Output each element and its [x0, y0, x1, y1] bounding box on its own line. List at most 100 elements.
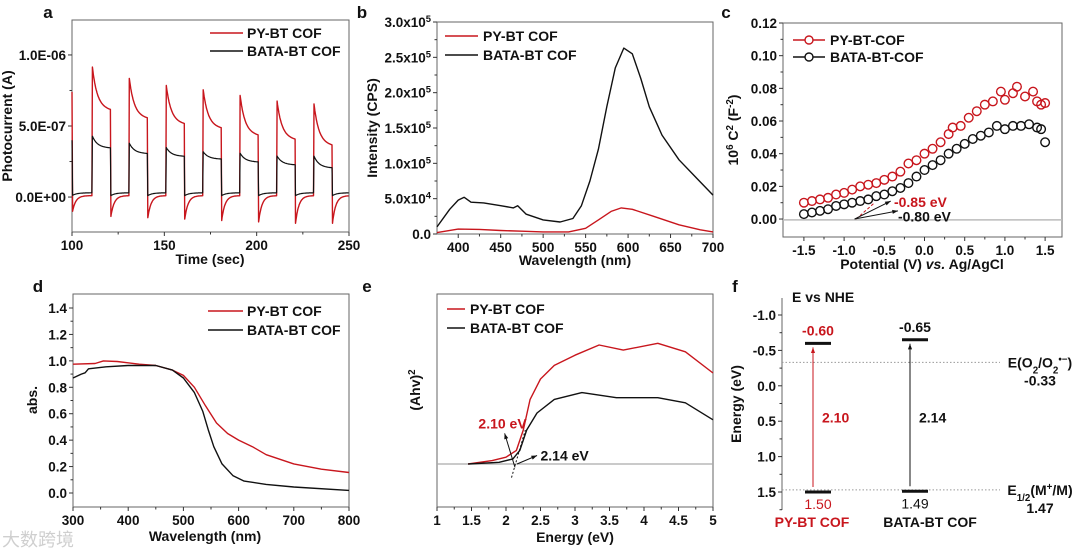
- y-tick-label: 0.0: [412, 227, 431, 242]
- data-point: [943, 148, 954, 159]
- y-tick-label: 0.8: [48, 380, 67, 395]
- text-part: C: [725, 130, 741, 144]
- x-tick-label: 3.5: [600, 513, 619, 528]
- material-label: BATA-BT COF: [883, 514, 977, 530]
- material-label: PY-BT COF: [775, 514, 850, 530]
- data-point: [975, 130, 986, 141]
- data-point: [911, 171, 922, 182]
- data-point: [863, 194, 874, 205]
- text-part: 2: [407, 369, 418, 375]
- panel-letter-a: a: [43, 3, 53, 22]
- extrapolation-line-red: [855, 202, 875, 220]
- band-gap-arrow-head: [810, 347, 816, 353]
- reference-value: -0.33: [1024, 372, 1056, 388]
- text-part: 3.0x10: [384, 15, 425, 30]
- text-part: 10: [725, 150, 741, 166]
- y-axis-title: (Ahv)2: [407, 369, 424, 411]
- y-tick-label: 2.0x105: [384, 84, 431, 101]
- panel-c-frame: [782, 22, 1063, 238]
- data-point: [967, 133, 978, 144]
- x-tick-label: 150: [153, 238, 176, 253]
- text-part: 2.5x10: [384, 50, 425, 65]
- watermark: 大数跨境: [2, 530, 74, 549]
- band-gap-label: 2.14: [919, 410, 946, 426]
- data-point: [879, 189, 890, 200]
- x-tick-label: 1.5: [1036, 243, 1055, 258]
- text-part: 2.0x10: [384, 86, 425, 101]
- band-gap-arrow-head: [907, 343, 913, 350]
- legend-label: PY-BT-COF: [830, 32, 905, 48]
- data-point: [995, 86, 1006, 97]
- band-gap-label: 2.10: [822, 410, 849, 426]
- y-tick-label: 0.5: [757, 414, 776, 429]
- x-tick-label: 1.0: [996, 243, 1015, 258]
- data-point: [919, 165, 930, 176]
- data-point: [1040, 137, 1051, 148]
- legend-marker: [804, 52, 814, 62]
- y-tick-label: 5.0x104: [384, 190, 431, 207]
- text-part: 5: [426, 155, 431, 166]
- x-tick-label: 4: [640, 513, 648, 528]
- chart-title: E vs NHE: [792, 289, 854, 305]
- data-point: [895, 182, 906, 193]
- tangent-line: [511, 429, 526, 478]
- data-point: [823, 192, 834, 203]
- y-tick-label: 0.0E+00: [15, 190, 66, 205]
- text-part: -2: [725, 99, 736, 108]
- text-part: •−: [1058, 354, 1067, 365]
- data-point: [871, 178, 882, 189]
- x-tick-label: 400: [117, 513, 140, 528]
- legend-label: BATA-BT COF: [247, 322, 341, 338]
- data-point: [1020, 91, 1031, 102]
- annotation-label: -0.85 eV: [894, 194, 948, 210]
- legend-label: PY-BT COF: [483, 28, 558, 44]
- text-part: E(O: [1008, 354, 1033, 370]
- panel-letter-f: f: [732, 277, 738, 296]
- text-part: +: [1047, 481, 1053, 492]
- text-part: ): [1068, 354, 1073, 370]
- text-part: (F: [725, 107, 741, 125]
- y-tick-label: 0.06: [751, 114, 778, 129]
- x-tick-label: 200: [245, 238, 268, 253]
- x-tick-label: 800: [338, 513, 361, 528]
- data-point: [798, 197, 809, 208]
- text-part: 1/2: [1017, 492, 1031, 503]
- legend-label: BATA-BT-COF: [830, 49, 924, 65]
- series-line-py-bt-cof: [72, 360, 350, 474]
- x-tick-label: 500: [172, 513, 195, 528]
- y-tick-label: 3.0x105: [384, 14, 431, 31]
- text-part: /M): [1052, 482, 1072, 498]
- text-part: vs.: [926, 256, 945, 272]
- y-axis-title: Photocurrent (A): [0, 70, 15, 181]
- data-point: [806, 196, 817, 207]
- x-tick-label: 500: [532, 240, 555, 255]
- y-tick-label: 0.2: [48, 460, 67, 475]
- data-point: [1040, 98, 1051, 109]
- text-part: 1.0x10: [384, 156, 425, 171]
- data-point: [951, 143, 962, 154]
- y-tick-label: 0.08: [751, 81, 778, 96]
- reference-label: E1/2(M+/M): [1007, 481, 1072, 503]
- panel-letter-d: d: [33, 277, 43, 296]
- data-point: [855, 196, 866, 207]
- text-part: 5: [426, 14, 431, 25]
- text-part: 5: [426, 84, 431, 95]
- x-tick-label: 550: [574, 240, 597, 255]
- legend-label: PY-BT COF: [470, 301, 545, 317]
- text-part: (Ahv): [407, 375, 423, 411]
- data-point: [871, 191, 882, 202]
- data-point: [959, 138, 970, 149]
- data-point: [895, 166, 906, 177]
- x-axis-title: Wavelength (nm): [149, 528, 261, 544]
- x-axis-title: Time (sec): [176, 251, 245, 267]
- text-part: /O: [1038, 354, 1053, 370]
- x-tick-label: 400: [447, 240, 470, 255]
- y-tick-label: 1.5x105: [384, 120, 431, 137]
- x-tick-label: 5: [709, 513, 717, 528]
- annotation-label: 2.14 eV: [541, 448, 590, 464]
- series-line-py-bt-cof: [468, 342, 714, 465]
- data-point: [991, 120, 1002, 131]
- vb-value-label: 1.50: [804, 496, 831, 512]
- annotation-label: 2.10 eV: [478, 415, 527, 431]
